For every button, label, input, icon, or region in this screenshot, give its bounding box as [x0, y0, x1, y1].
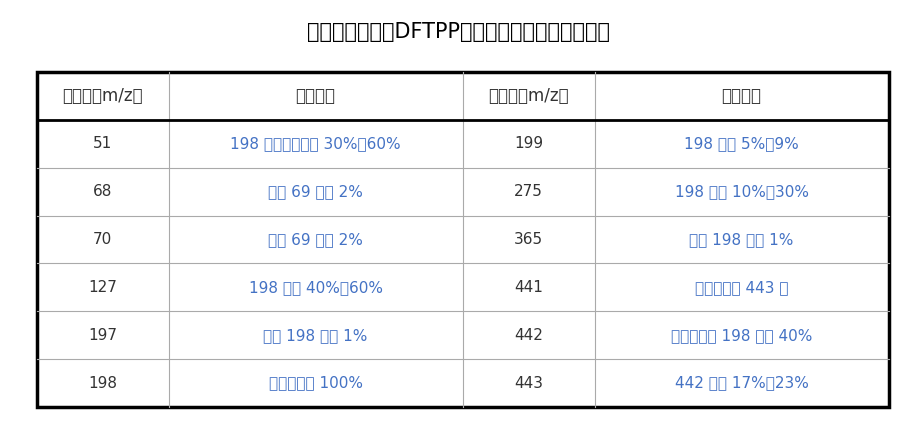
Text: 198 峰的 10%～30%: 198 峰的 10%～30%	[674, 184, 809, 199]
Text: 基峰，丰度 100%: 基峰，丰度 100%	[268, 376, 363, 391]
Text: 丰度标准: 丰度标准	[296, 87, 335, 105]
Text: 127: 127	[88, 280, 117, 295]
Text: 存在且小于 443 峰: 存在且小于 443 峰	[695, 280, 789, 295]
Text: 质荷比（m/z）: 质荷比（m/z）	[488, 87, 569, 105]
Text: 443: 443	[514, 376, 543, 391]
Text: 小于 69 峰的 2%: 小于 69 峰的 2%	[268, 184, 363, 199]
Text: 199: 199	[514, 137, 543, 151]
Text: 365: 365	[514, 232, 543, 247]
Text: 442: 442	[514, 328, 543, 343]
Text: 丰度标准: 丰度标准	[722, 87, 761, 105]
Bar	[37, 72, 889, 407]
Text: 质荷比（m/z）: 质荷比（m/z）	[62, 87, 143, 105]
Text: 70: 70	[93, 232, 113, 247]
Text: 198: 198	[88, 376, 117, 391]
Text: 441: 441	[514, 280, 543, 295]
Text: 基峰或大于 198 峰的 40%: 基峰或大于 198 峰的 40%	[671, 328, 812, 343]
Text: 十氟三苯基膦（DFTPP）关键离子及离子丰度标准: 十氟三苯基膦（DFTPP）关键离子及离子丰度标准	[307, 22, 609, 42]
Text: 大于 198 峰的 1%: 大于 198 峰的 1%	[690, 232, 794, 247]
Text: 198 峰的 40%～60%: 198 峰的 40%～60%	[248, 280, 383, 295]
Text: 小于 198 峰的 1%: 小于 198 峰的 1%	[264, 328, 368, 343]
Text: 197: 197	[88, 328, 117, 343]
Text: 68: 68	[93, 184, 113, 199]
Text: 198 峰的 5%～9%: 198 峰的 5%～9%	[684, 137, 799, 151]
Text: 198 峰（基峰）的 30%～60%: 198 峰（基峰）的 30%～60%	[230, 137, 401, 151]
Text: 51: 51	[93, 137, 113, 151]
Text: 442 峰的 17%～23%: 442 峰的 17%～23%	[674, 376, 809, 391]
Text: 小于 69 峰的 2%: 小于 69 峰的 2%	[268, 232, 363, 247]
Text: 275: 275	[514, 184, 543, 199]
